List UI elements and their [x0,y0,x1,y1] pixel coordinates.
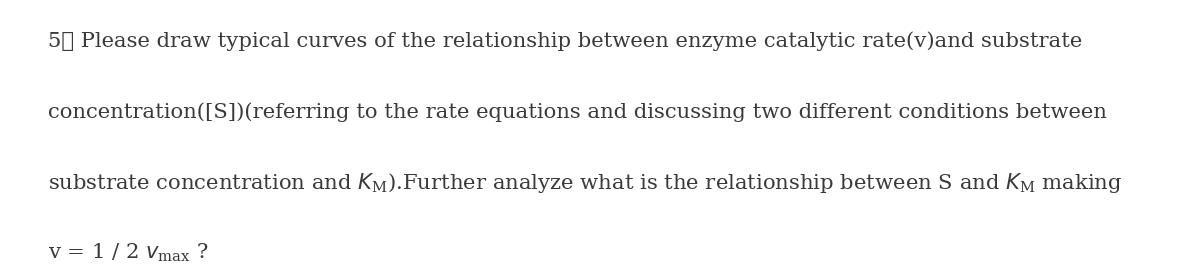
Text: v = 1 / 2 $v_\mathregular{max}$ ?: v = 1 / 2 $v_\mathregular{max}$ ? [48,241,209,264]
Text: substrate concentration and $\mathit{K}_\mathregular{M}$).Further analyze what i: substrate concentration and $\mathit{K}_… [48,171,1122,195]
Text: concentration([S])(referring to the rate equations and discussing two different : concentration([S])(referring to the rate… [48,102,1106,122]
Text: 5、 Please draw typical curves of the relationship between enzyme catalytic rate(: 5、 Please draw typical curves of the rel… [48,32,1082,51]
